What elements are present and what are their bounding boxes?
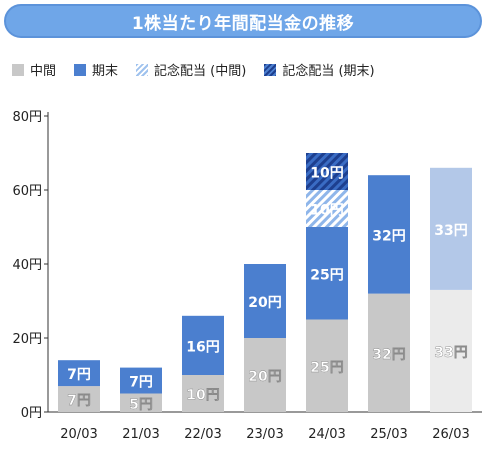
bar-segment-interim (120, 393, 162, 412)
legend: 中間 期末 記念配当 (中間) 記念配当 (期末) (12, 60, 375, 79)
legend-swatch-interim (12, 63, 24, 76)
data-label-interim: 32円 (372, 347, 405, 363)
data-label-interim: 7円 (67, 393, 91, 409)
data-label-interim: 20円 (248, 369, 281, 385)
legend-item-commemorative-interim: 記念配当 (中間) (136, 60, 246, 79)
y-tick-label: 20円 (12, 332, 42, 347)
legend-label-interim: 中間 (30, 64, 57, 79)
chart-title: 1株当たり年間配当金の推移 (131, 13, 355, 34)
data-label-commemorative-year-end: 10円 (310, 166, 343, 182)
bar-segment-year-end (306, 227, 348, 320)
data-label-interim: 33円 (434, 345, 467, 361)
y-tick-label: 80円 (12, 110, 42, 125)
bar-segment-interim (182, 375, 224, 412)
data-label-year-end: 20円 (248, 295, 281, 311)
x-tick-label: 23/03 (246, 427, 283, 442)
bar-segment-commemorative-year-end (306, 153, 348, 190)
data-label-year-end: 33円 (434, 223, 467, 239)
data-label-interim: 5円 (129, 397, 153, 413)
bar-segment-year-end (244, 264, 286, 338)
legend-swatch-year-end (74, 63, 87, 76)
legend-item-year-end: 期末 (74, 60, 118, 79)
y-tick-label: 40円 (12, 258, 42, 273)
data-label-year-end: 7円 (129, 375, 153, 391)
legend-swatch-commemorative-year-end (264, 63, 277, 76)
bar-segment-year-end (58, 360, 100, 387)
bar-segment-year-end (368, 175, 410, 294)
legend-label-commemorative-year-end: 記念配当 (期末) (282, 64, 375, 79)
y-tick-label: 0円 (21, 406, 42, 421)
legend-label-year-end: 期末 (92, 64, 119, 79)
x-tick-label: 21/03 (122, 427, 159, 442)
bar-segment-commemorative-interim (306, 190, 348, 227)
chart-title-bar: 1株当たり年間配当金の推移 (4, 4, 482, 38)
bar-segment-interim (244, 338, 286, 412)
data-label-interim: 25円 (310, 360, 343, 376)
bar-segment-interim (306, 319, 348, 412)
legend-item-commemorative-year-end: 記念配当 (期末) (264, 60, 375, 79)
x-tick-label: 20/03 (60, 427, 97, 442)
bar-segment-interim (58, 386, 100, 412)
legend-label-commemorative-interim: 記念配当 (中間) (154, 64, 247, 79)
x-tick-label: 24/03 (308, 427, 345, 442)
bar-segment-year-end (182, 315, 224, 375)
bar-segment-year-end (430, 167, 472, 290)
bar-segment-interim (368, 293, 410, 412)
data-label-year-end: 16円 (186, 339, 219, 355)
data-label-year-end: 32円 (372, 228, 405, 244)
legend-item-interim: 中間 (12, 60, 56, 79)
data-label-commemorative-interim: 10円 (310, 203, 343, 219)
x-tick-label: 22/03 (184, 427, 221, 442)
legend-swatch-commemorative-interim (136, 63, 149, 76)
x-tick-label: 26/03 (432, 427, 469, 442)
data-label-year-end: 7円 (67, 367, 91, 383)
y-tick-label: 60円 (12, 184, 42, 199)
bar-segment-interim (430, 289, 472, 412)
data-label-year-end: 25円 (310, 267, 343, 283)
x-tick-label: 25/03 (370, 427, 407, 442)
data-label-interim: 10円 (186, 388, 219, 404)
bar-segment-year-end (120, 367, 162, 394)
